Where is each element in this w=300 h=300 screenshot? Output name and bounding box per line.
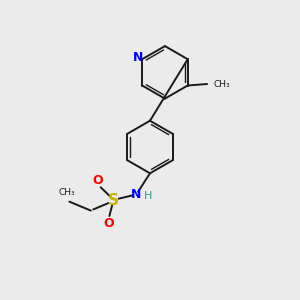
Text: CH₃: CH₃ — [59, 188, 75, 197]
Text: O: O — [103, 217, 114, 230]
Text: S: S — [108, 193, 119, 208]
Text: N: N — [133, 51, 143, 64]
Text: H: H — [144, 191, 152, 201]
Text: CH₃: CH₃ — [213, 80, 230, 88]
Text: O: O — [92, 174, 103, 187]
Text: N: N — [131, 188, 142, 201]
